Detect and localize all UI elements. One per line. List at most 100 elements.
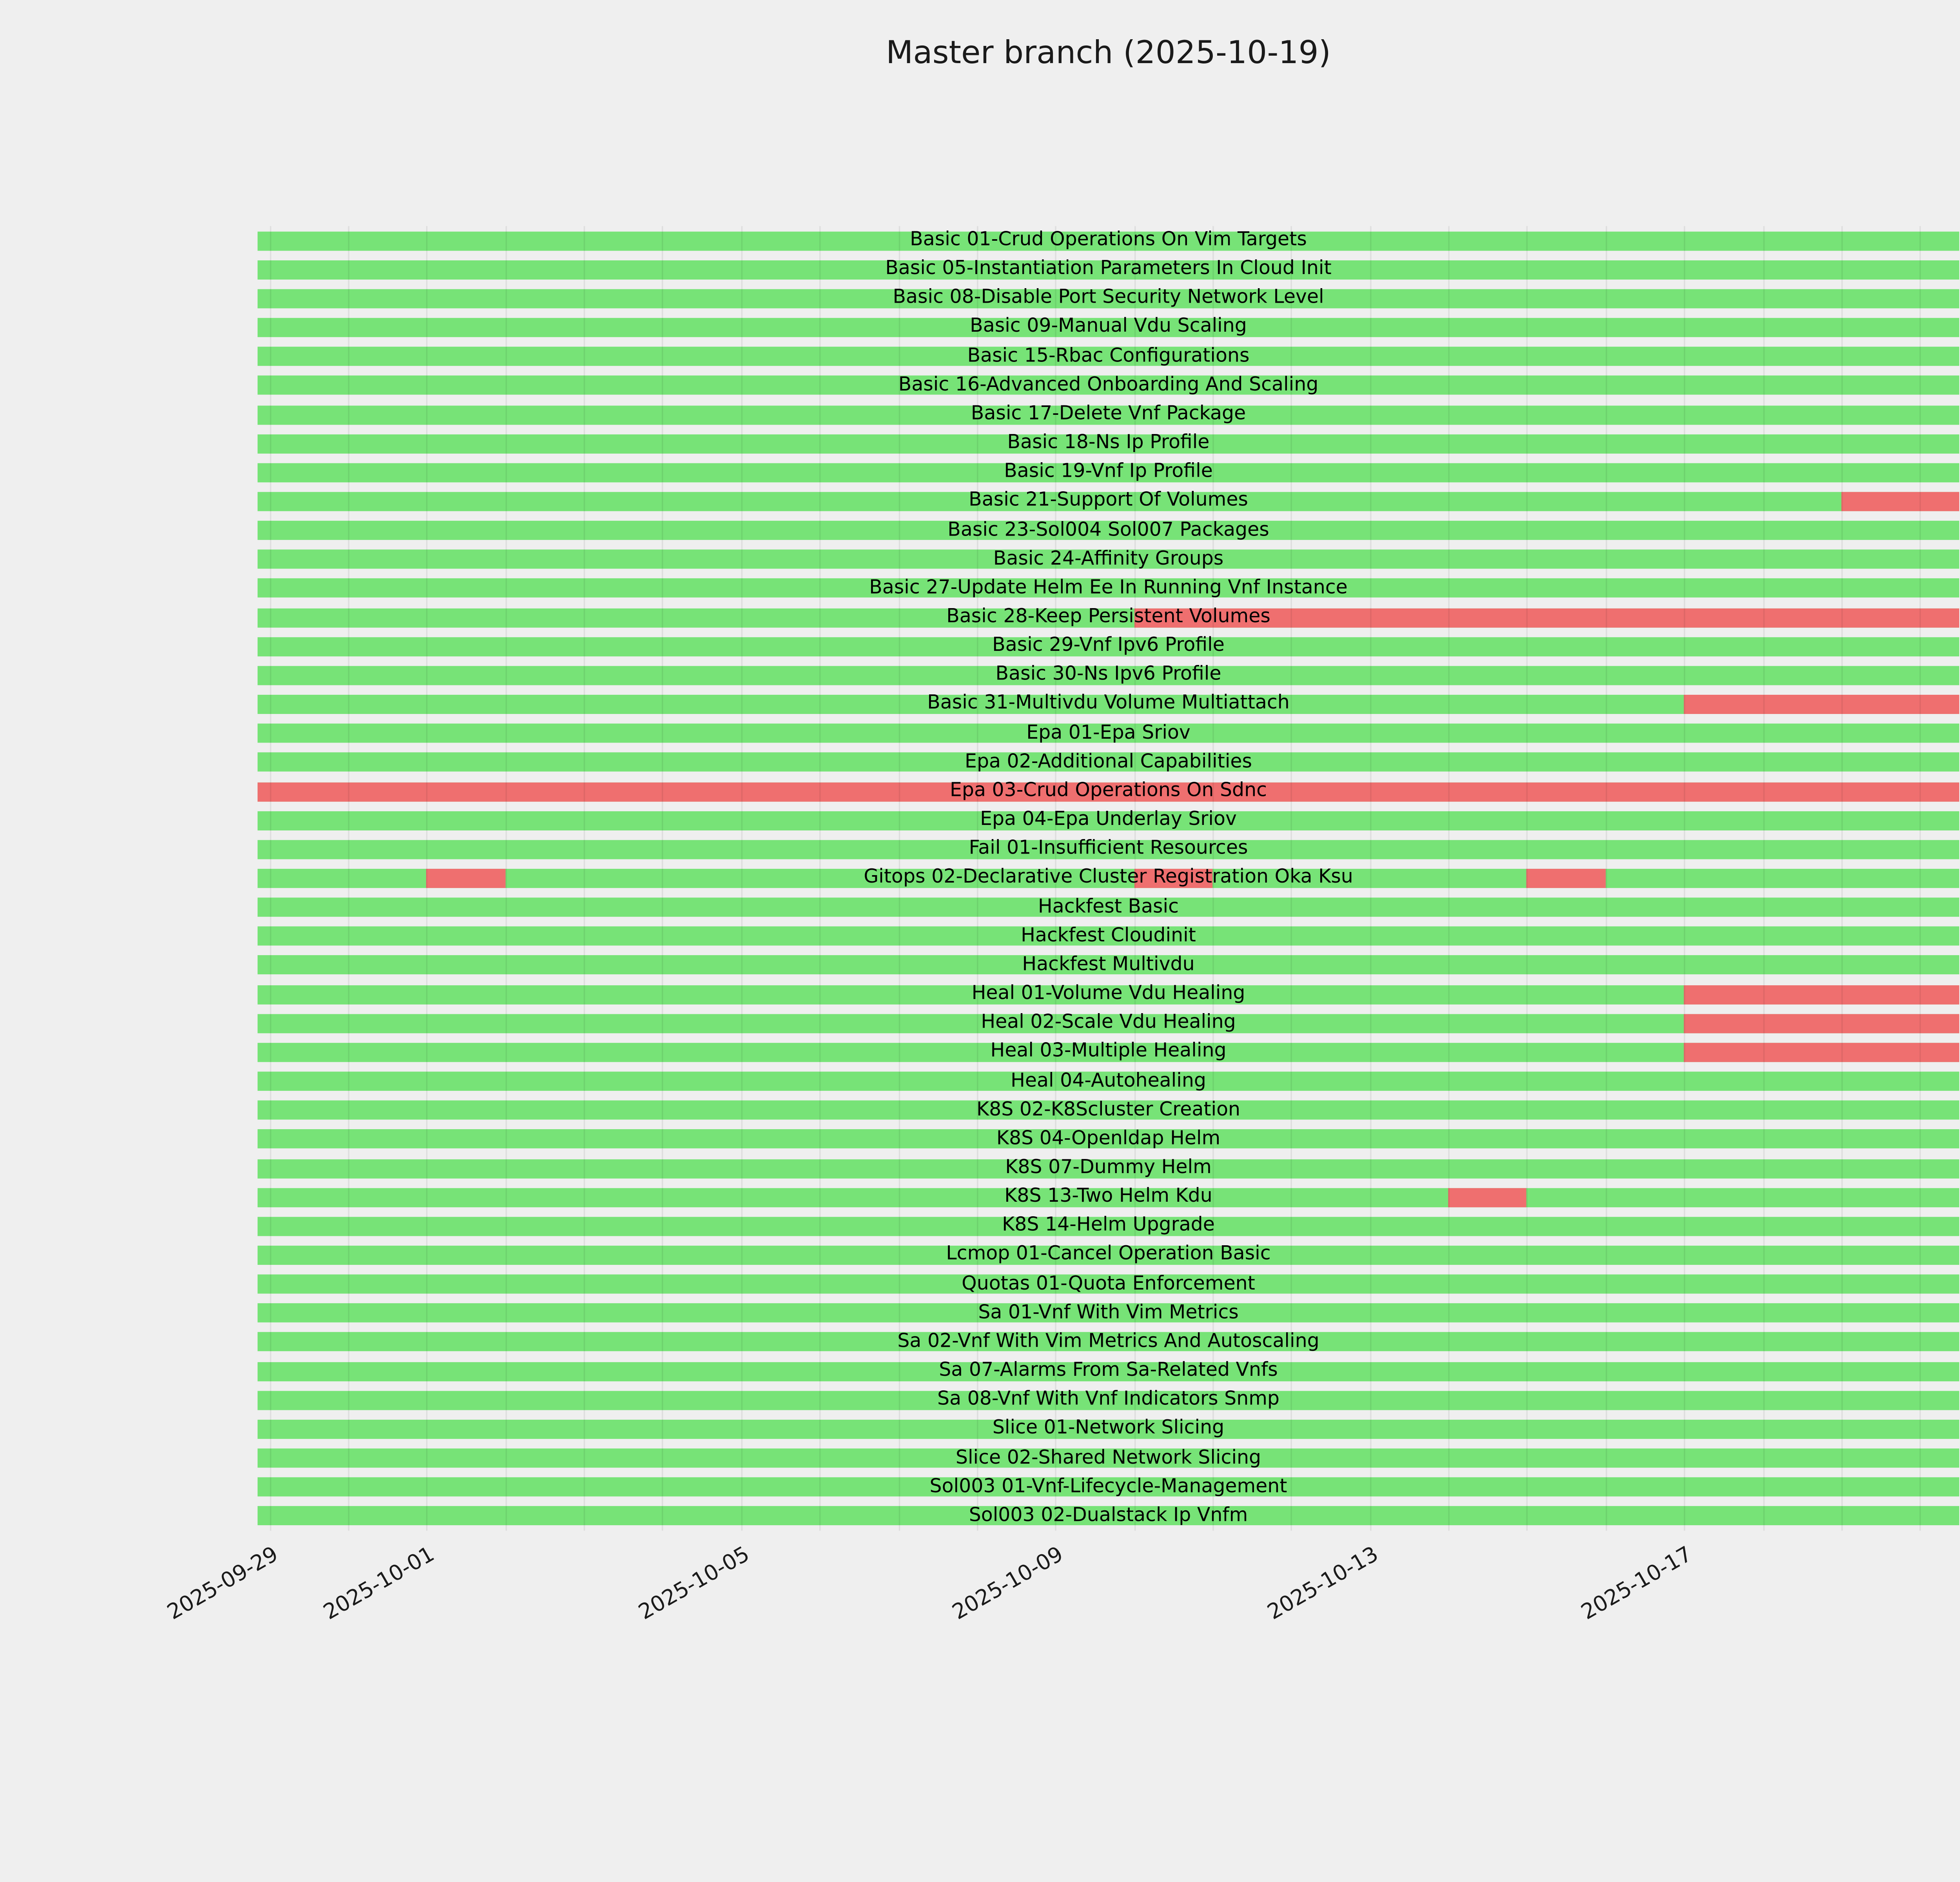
fail-segment (1684, 1014, 1959, 1033)
pass-bar (258, 231, 1959, 251)
pass-bar (258, 1332, 1959, 1352)
timeline-row (258, 695, 1959, 714)
plot-area: Basic 01-Crud Operations On Vim Targets B… (258, 226, 1959, 1531)
pass-bar (258, 839, 1959, 859)
gridline (426, 226, 428, 1531)
pass-bar (258, 985, 1959, 1004)
gridline (348, 226, 350, 1531)
pass-bar (258, 1014, 1959, 1033)
timeline-row (258, 434, 1959, 453)
row-label: Heal 03-Multiple Healing (990, 1040, 1227, 1063)
row-label: Sol003 01-Vnf-Lifecycle-Management (929, 1475, 1287, 1498)
row-label: K8S 02-K8Scluster Creation (976, 1098, 1241, 1121)
row-label: Basic 15-Rbac Configurations (967, 345, 1250, 367)
row-label: Quotas 01-Quota Enforcement (962, 1272, 1255, 1295)
timeline-row (258, 1159, 1959, 1178)
timeline-row (258, 637, 1959, 656)
timeline-row (258, 550, 1959, 569)
timeline-row (258, 579, 1959, 598)
timeline-row (258, 608, 1959, 627)
timeline-row (258, 347, 1959, 366)
timeline-row (258, 1390, 1959, 1410)
pass-bar (258, 260, 1959, 280)
fail-segment (1684, 985, 1959, 1004)
timeline-row (258, 521, 1959, 540)
pass-bar (258, 1303, 1959, 1323)
timeline-row (258, 1043, 1959, 1062)
row-label: Sa 07-Alarms From Sa-Related Vnfs (939, 1359, 1278, 1382)
row-label: Basic 30-Ns Ipv6 Profile (995, 663, 1221, 686)
gridline (1212, 226, 1214, 1531)
gridline (976, 226, 978, 1531)
gridline (505, 226, 507, 1531)
pass-bar (258, 1217, 1959, 1236)
gridline (1527, 226, 1528, 1531)
pass-bar (258, 1043, 1959, 1062)
row-label: Basic 27-Update Helm Ee In Running Vnf I… (869, 576, 1348, 599)
fail-segment (1684, 1043, 1959, 1062)
x-tick-label: 2025-10-01 (319, 1541, 439, 1625)
row-label: Heal 01-Volume Vdu Healing (971, 983, 1245, 1005)
timeline-row (258, 1014, 1959, 1033)
pass-bar (258, 376, 1959, 395)
gridline (662, 226, 664, 1531)
row-label: Gitops 02-Declarative Cluster Registrati… (864, 867, 1353, 889)
pass-bar (258, 1275, 1959, 1294)
x-tick-label: 2025-10-13 (1263, 1541, 1382, 1625)
fail-segment (1684, 695, 1959, 714)
row-label: K8S 04-Openldap Helm (996, 1127, 1221, 1150)
row-label: Slice 01-Network Slicing (992, 1417, 1225, 1440)
row-label: Basic 18-Ns Ip Profile (1007, 432, 1210, 454)
timeline-row (258, 1275, 1959, 1294)
x-tick-label: 2025-10-05 (634, 1541, 753, 1625)
timeline-row (258, 1448, 1959, 1468)
gridline (1920, 226, 1922, 1531)
fail-segment (258, 782, 1959, 801)
row-label: Basic 24-Affinity Groups (993, 548, 1224, 570)
row-label: Epa 03-Crud Operations On Sdnc (949, 779, 1267, 802)
pass-bar (258, 666, 1959, 685)
chart-title: Master branch (2025-10-19) (886, 35, 1331, 71)
pass-bar (258, 1419, 1959, 1439)
fail-segment (1134, 608, 1959, 627)
pass-bar (258, 318, 1959, 337)
timeline-row (258, 868, 1959, 888)
pass-bar (258, 1101, 1959, 1120)
gridline (898, 226, 900, 1531)
pass-bar (258, 1246, 1959, 1265)
pass-bar (258, 405, 1959, 424)
timeline-row (258, 956, 1959, 975)
pass-bar (258, 897, 1959, 917)
row-label: Slice 02-Shared Network Slicing (955, 1446, 1261, 1469)
pass-bar (258, 811, 1959, 830)
row-label: Basic 28-Keep Persistent Volumes (946, 605, 1270, 628)
pass-bar (258, 347, 1959, 366)
row-label: Basic 16-Advanced Onboarding And Scaling (898, 374, 1319, 396)
row-label: Basic 29-Vnf Ipv6 Profile (992, 634, 1225, 657)
pass-bar (258, 550, 1959, 569)
timeline-row (258, 666, 1959, 685)
row-label: Hackfest Multivdu (1022, 954, 1195, 976)
row-label: K8S 13-Two Helm Kdu (1004, 1185, 1212, 1208)
pass-bar (258, 956, 1959, 975)
timeline-row (258, 782, 1959, 801)
gridline (584, 226, 585, 1531)
pass-bar (258, 1477, 1959, 1497)
timeline-row (258, 724, 1959, 743)
row-label: Basic 05-Instantiation Parameters In Clo… (885, 258, 1332, 280)
row-label: Basic 19-Vnf Ip Profile (1004, 461, 1213, 483)
pass-bar (258, 463, 1959, 482)
timeline-row (258, 1101, 1959, 1120)
row-label: Heal 04-Autohealing (1011, 1069, 1206, 1092)
gridline (269, 226, 271, 1531)
pass-bar (258, 695, 1959, 714)
fail-segment (1527, 868, 1606, 888)
gridline (1370, 226, 1371, 1531)
timeline-row (258, 1217, 1959, 1236)
pass-bar (258, 1159, 1959, 1178)
timeline-row (258, 492, 1959, 511)
pass-bar (258, 1130, 1959, 1149)
timeline-row (258, 1419, 1959, 1439)
